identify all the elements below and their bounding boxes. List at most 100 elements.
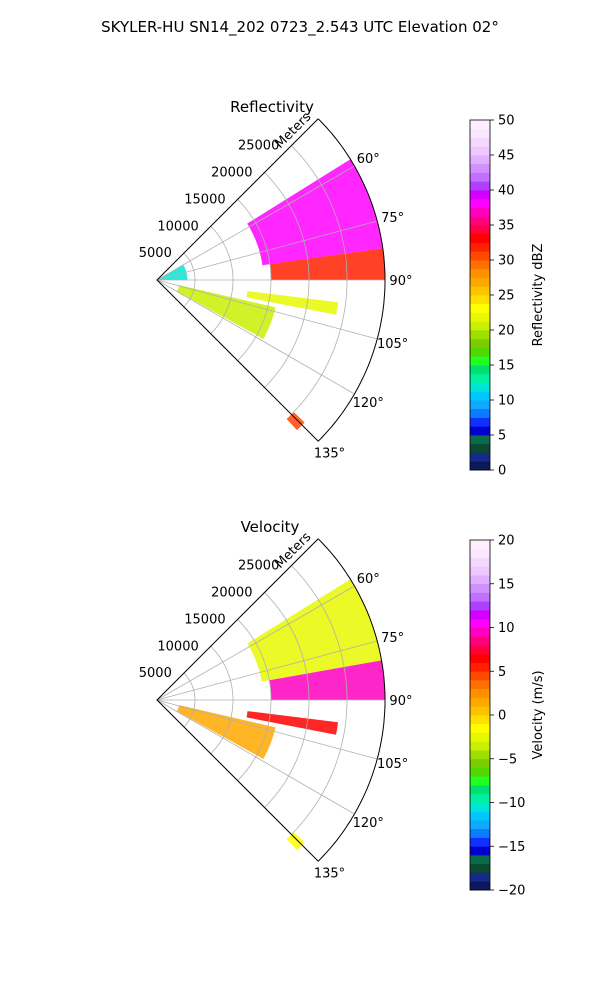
radial-tick-label: 5000: [139, 246, 172, 261]
colorbar-swatch: [470, 863, 490, 873]
colorbar-swatch: [470, 207, 490, 217]
colorbar-tick-label: 50: [498, 114, 515, 129]
colorbar-swatch: [470, 627, 490, 637]
colorbar-swatch: [470, 435, 490, 445]
colorbar-swatch: [470, 172, 490, 182]
azimuth-tick-label: 75°: [381, 211, 404, 226]
colorbar-swatch: [470, 785, 490, 795]
colorbar-swatch: [470, 163, 490, 173]
azimuth-gridline: [156, 699, 378, 760]
colorbar-tick-label: 45: [498, 149, 515, 164]
azimuth-tick-label: 60°: [357, 572, 380, 587]
colorbar-swatch: [470, 181, 490, 191]
azimuth-tick-label: 120°: [353, 816, 384, 831]
radial-tick-label: 20000: [211, 586, 252, 601]
colorbar-swatch: [470, 295, 490, 305]
colorbar-swatch: [470, 146, 490, 156]
colorbar-swatch: [470, 190, 490, 200]
reflectivity-panel: Reflectivity 500010000150002000025000Met…: [139, 98, 546, 479]
colorbar-swatch: [470, 715, 490, 725]
colorbar-swatch: [470, 610, 490, 620]
echo-region: [269, 248, 385, 280]
colorbar-swatch: [470, 855, 490, 865]
radial-tick-label: 25000: [238, 559, 279, 574]
colorbar-swatch: [470, 662, 490, 672]
colorbar-swatch: [470, 767, 490, 777]
velocity-title: Velocity: [241, 518, 300, 536]
colorbar-swatch: [470, 251, 490, 261]
colorbar-label: Reflectivity dBZ: [531, 244, 546, 347]
colorbar-tick-label: 30: [498, 254, 515, 269]
colorbar-tick-label: −20: [498, 884, 525, 899]
colorbar-swatch: [470, 443, 490, 453]
colorbar-swatch: [470, 242, 490, 252]
azimuth-gridline: [156, 220, 378, 281]
colorbar-tick-label: 20: [498, 534, 515, 549]
colorbar-tick-label: 0: [498, 464, 506, 479]
colorbar-swatch: [470, 233, 490, 243]
colorbar-swatch: [470, 776, 490, 786]
colorbar-tick-label: 40: [498, 184, 515, 199]
colorbar-swatch: [470, 645, 490, 655]
colorbar-swatch: [470, 426, 490, 436]
colorbar-swatch: [470, 365, 490, 375]
azimuth-gridline: [156, 165, 355, 281]
radial-tick-label: 20000: [211, 166, 252, 181]
radial-tick-label: 15000: [184, 612, 225, 627]
colorbar-swatch: [470, 461, 490, 471]
colorbar-swatch: [470, 881, 490, 891]
colorbar-swatch: [470, 303, 490, 313]
colorbar-swatch: [470, 837, 490, 847]
echo-region: [247, 579, 382, 682]
colorbar-tick-label: 20: [498, 324, 515, 339]
colorbar-tick-label: 25: [498, 289, 515, 304]
colorbar-swatch: [470, 198, 490, 208]
colorbar: −20 −15 −10 −5 0 5 10 15 20 Velocity (m/s): [469, 534, 546, 899]
reflectivity-title: Reflectivity: [230, 98, 314, 116]
azimuth-tick-label: 90°: [389, 694, 412, 709]
colorbar-swatch: [470, 653, 490, 663]
colorbar-swatch: [470, 566, 490, 576]
echo-region: [247, 159, 383, 266]
colorbar-label: Velocity (m/s): [531, 670, 546, 759]
colorbar-swatch: [470, 216, 490, 226]
colorbar-swatch: [470, 732, 490, 742]
colorbar-tick-label: 10: [498, 621, 515, 636]
colorbar-swatch: [470, 137, 490, 147]
colorbar-swatch: [470, 636, 490, 646]
colorbar-swatch: [470, 268, 490, 278]
colorbar-swatch: [470, 286, 490, 296]
colorbar-swatch: [470, 408, 490, 418]
azimuth-gridline: [156, 585, 355, 701]
colorbar-swatch: [470, 373, 490, 383]
colorbar-swatch: [470, 802, 490, 812]
colorbar-swatch: [470, 793, 490, 803]
echo-region: [269, 660, 385, 700]
colorbar-swatch: [470, 688, 490, 698]
colorbar: 0 5 10 15 20 25 30 35 40 45 50 Reflectivity dBZ: [469, 114, 546, 479]
azimuth-tick-label: 75°: [381, 631, 404, 646]
colorbar-swatch: [470, 592, 490, 602]
azimuth-tick-label: 60°: [357, 152, 380, 167]
colorbar-swatch: [470, 750, 490, 760]
colorbar-tick-label: 35: [498, 219, 515, 234]
figure-title: SKYLER-HU SN14_202 0723_2.543 UTC Elevat…: [101, 18, 499, 37]
colorbar-swatch: [470, 330, 490, 340]
colorbar-swatch: [470, 120, 490, 130]
sector-frame: [156, 538, 386, 862]
colorbar-swatch: [470, 225, 490, 235]
azimuth-gridline: [156, 279, 355, 395]
azimuth-tick-label: 105°: [377, 757, 408, 772]
colorbar-tick-label: 10: [498, 394, 515, 409]
colorbar-swatch: [470, 723, 490, 733]
radial-tick-label: 10000: [157, 639, 198, 654]
colorbar-swatch: [470, 540, 490, 550]
colorbar-swatch: [470, 706, 490, 716]
colorbar-swatch: [470, 548, 490, 558]
colorbar-swatch: [470, 601, 490, 611]
echo-region: [286, 412, 305, 431]
colorbar-swatch: [470, 741, 490, 751]
radial-tick-label: 5000: [139, 666, 172, 681]
azimuth-gridline: [156, 279, 378, 340]
